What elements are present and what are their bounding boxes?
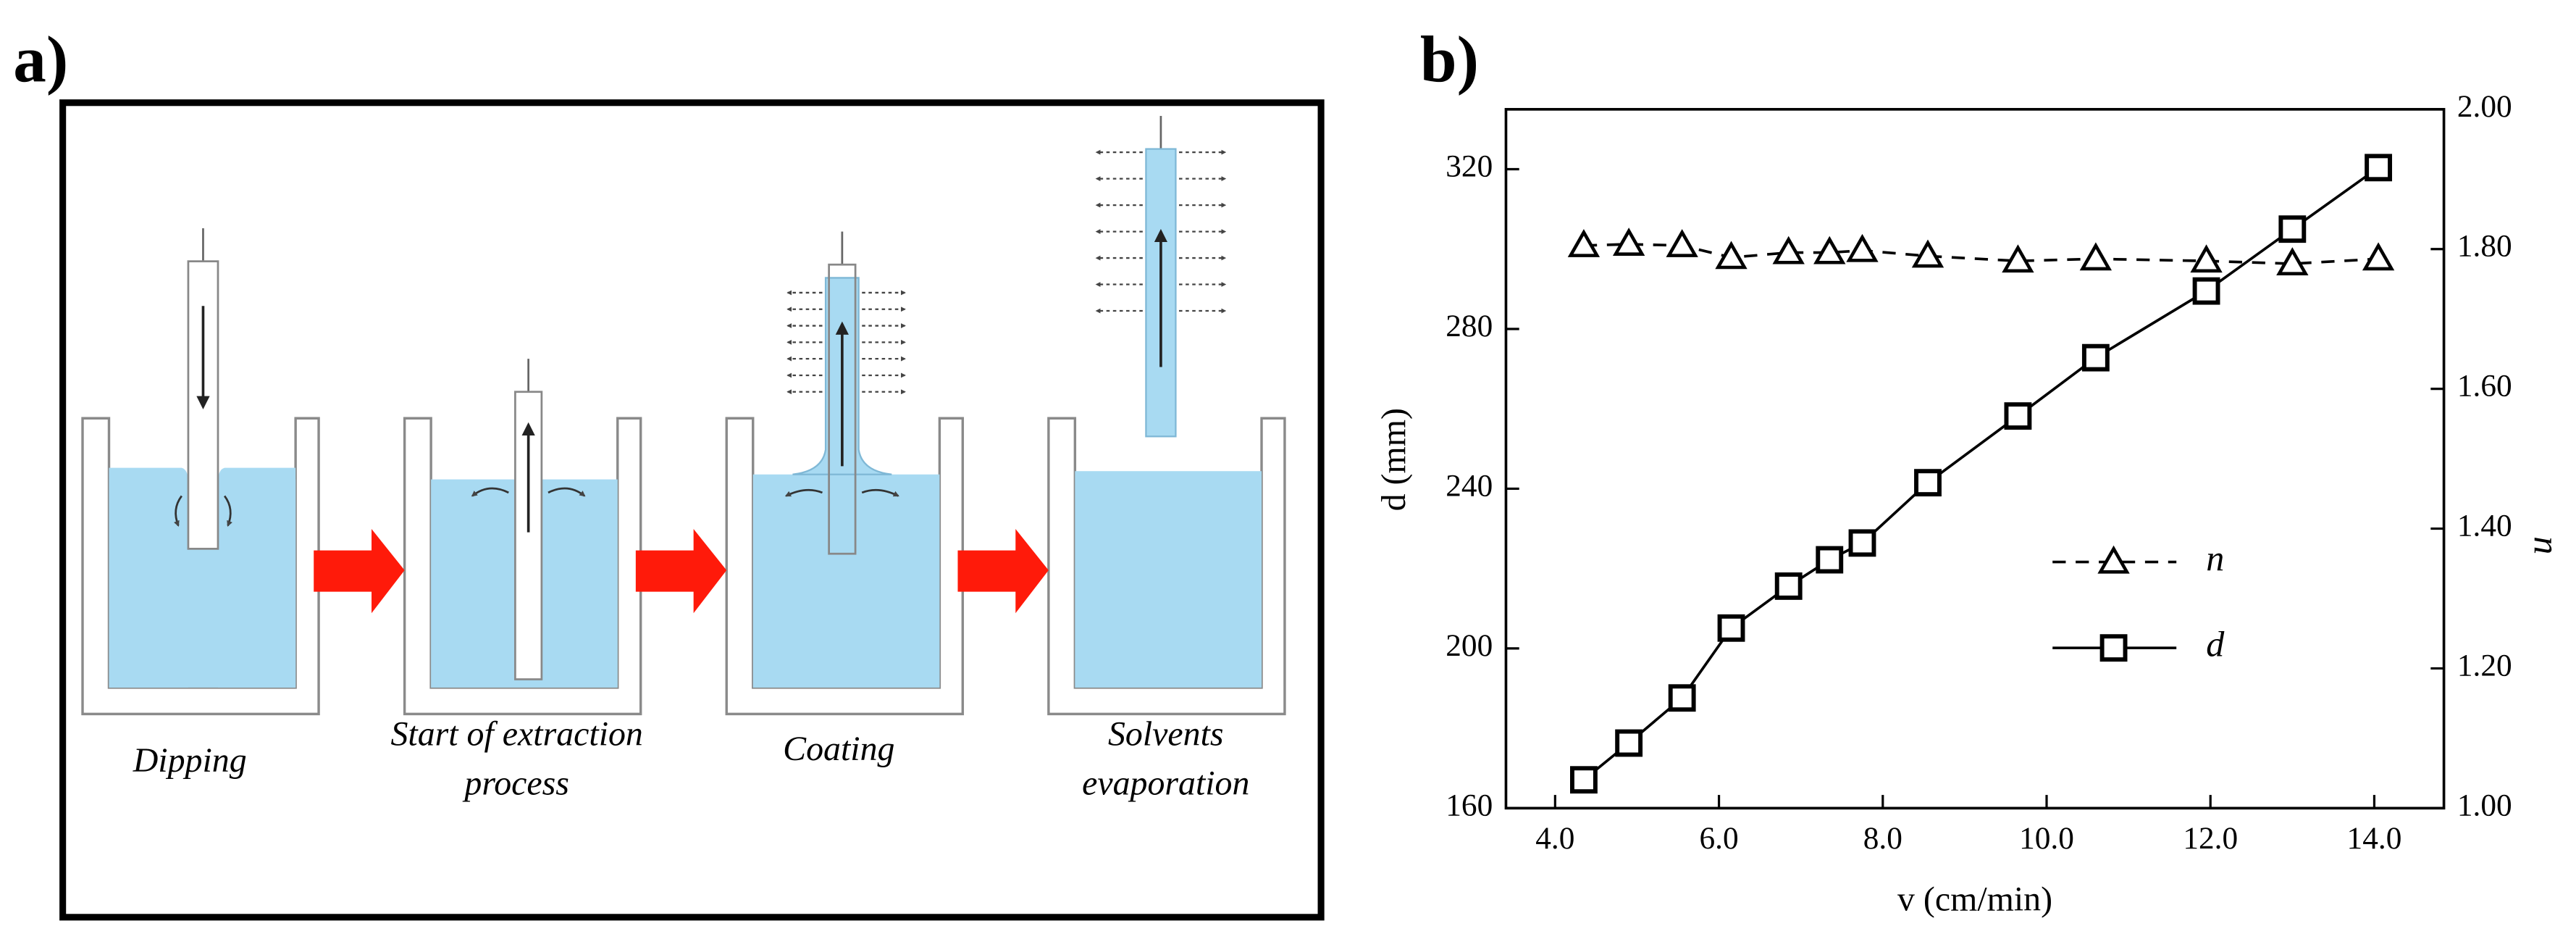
plot-frame [1504,108,2446,810]
diagram: Dipping Start of extraction process Coat… [59,99,1325,921]
y2-tick-label: 1.40 [2457,508,2512,543]
flow [174,495,182,527]
square-marker [2192,277,2220,305]
square-marker [2004,402,2032,430]
square-marker [1615,729,1643,757]
triangle-marker [1911,239,1944,268]
legend-label: d [2206,624,2225,664]
triangle-marker [1567,229,1600,257]
evaporation-arrows [786,149,1227,395]
legend-label: n [2206,538,2224,578]
triangle-marker [1666,229,1698,257]
flow [547,487,586,497]
square-marker [1816,546,1844,574]
panel-label: b) [1420,22,1479,96]
step-label: evaporation [1082,764,1249,803]
y-tick-label: 320 [1446,149,1493,183]
beaker [725,417,965,716]
x-tick-label: 14.0 [2347,821,2402,856]
square-marker [1717,614,1745,642]
triangle-marker [1772,235,1805,264]
substrate [828,263,857,555]
x-tick-label: 10.0 [2019,821,2074,856]
liquid [752,474,940,688]
step-arrow [957,529,1049,614]
flow [861,488,899,497]
step-label: Solvents [1108,714,1224,753]
triangle-marker [2079,242,2113,271]
square-marker [1570,766,1598,794]
triangle-marker [2002,244,2034,273]
flow [223,495,232,527]
y2-tick-label: 1.00 [2457,788,2512,822]
triangle-marker [1612,228,1645,256]
y-tick-label: 240 [1446,468,1493,503]
triangle-marker [1846,233,1879,262]
legend-marker [2097,545,2130,574]
substrate [514,391,543,680]
step-arrow [314,529,405,614]
step-arrow [635,529,727,614]
x-tick-label: 6.0 [1699,821,1738,856]
step-label: process [462,764,569,803]
triangle-marker [2190,244,2223,273]
y2-tick-label: 1.60 [2457,369,2512,404]
square-marker [2081,343,2110,372]
flow [784,488,823,497]
y2-tick-label: 1.20 [2457,648,2512,683]
step-label: Start of extraction [390,714,642,753]
x-tick-label: 4.0 [1535,821,1574,856]
y2-axis-label: n [2527,536,2567,554]
coating [1145,148,1177,438]
panel-label: a) [13,22,68,96]
square-marker [1774,572,1803,600]
triangle-marker [1715,241,1748,270]
square-marker [2365,154,2393,182]
liquid [1075,471,1262,688]
x-tick-label: 12.0 [2183,821,2238,856]
y-tick-label: 200 [1446,628,1493,663]
flow [471,487,509,497]
x-axis-label: v (cm/min) [1897,880,2052,918]
square-marker [2278,215,2307,243]
square-marker [1914,469,1942,497]
triangle-marker [2362,242,2395,271]
legend-marker [2099,634,2128,662]
y2-tick-label: 2.00 [2457,89,2512,124]
y-axis-label: d (mm) [1375,408,1413,511]
y2-tick-label: 1.80 [2457,229,2512,264]
triangle-marker [2276,247,2309,275]
y-tick-label: 280 [1446,309,1493,343]
step-label: Coating [783,730,894,768]
x-tick-label: 8.0 [1863,821,1902,856]
triangle-marker [1813,235,1846,264]
square-marker [1668,684,1696,712]
square-marker [1848,529,1876,557]
frame [59,99,1325,921]
chart: v (cm/min) d (mm) n 4.0 6.0 8.0 10.0 12.0 14.… [1375,89,2567,919]
step-label: Dipping [133,741,247,780]
y-tick-label: 160 [1446,788,1493,822]
